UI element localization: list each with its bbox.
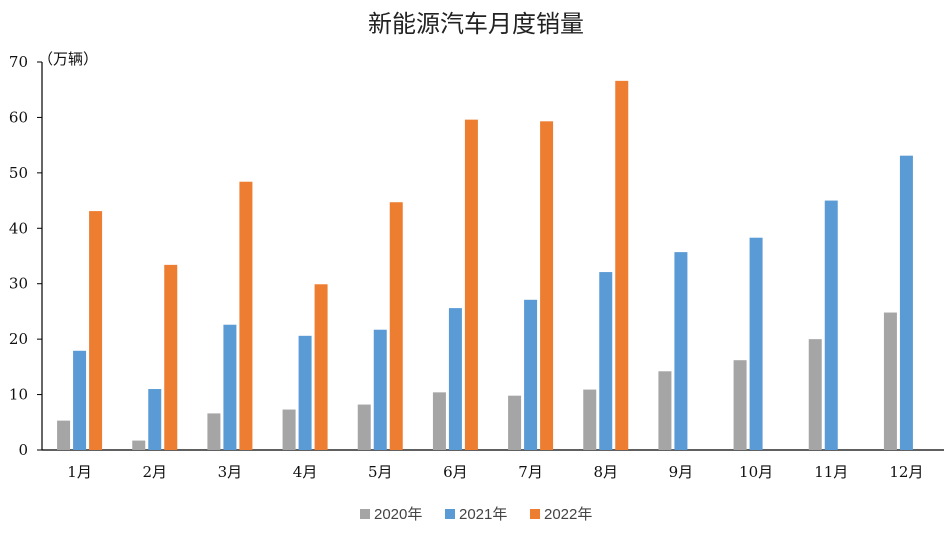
x-tick-label: 1月 — [67, 463, 92, 481]
bar-2022年-4月 — [314, 284, 328, 450]
legend-label: 2020年 — [374, 506, 422, 523]
legend-swatch — [530, 509, 540, 519]
x-tick-label: 5月 — [368, 463, 393, 481]
x-tick-label: 2月 — [142, 463, 167, 481]
x-axis: 1月 2月 3月 4月 5月 6月 7月 8月 9月 10月 11月 12月 — [67, 463, 923, 481]
x-tick-label: 10月 — [739, 463, 773, 481]
bar-2020年-1月 — [57, 420, 71, 450]
bar-2021年-10月 — [749, 237, 763, 450]
y-axis: 0 10 20 30 40 50 60 70 — [9, 53, 42, 459]
y-tick-label: 30 — [9, 275, 28, 293]
bar-2021年-9月 — [674, 252, 688, 450]
bar-2022年-3月 — [239, 181, 253, 450]
bar-2021年-7月 — [524, 299, 538, 450]
bar-2021年-8月 — [599, 272, 613, 450]
legend: 2020年 2021年 2022年 — [360, 506, 592, 523]
bar-2021年-2月 — [148, 389, 162, 450]
bar-2020年-3月 — [207, 413, 221, 450]
y-unit-label: （万辆） — [38, 50, 98, 68]
bar-2021年-6月 — [448, 308, 462, 450]
x-tick-label: 6月 — [443, 463, 468, 481]
y-tick-label: 50 — [9, 164, 28, 182]
bar-2020年-5月 — [357, 404, 371, 450]
bar-2021年-11月 — [824, 200, 838, 450]
chart-title: 新能源汽车月度销量 — [368, 10, 584, 38]
legend-label: 2021年 — [459, 506, 507, 523]
bar-2021年-4月 — [298, 335, 312, 450]
bar-2020年-10月 — [733, 360, 747, 450]
y-tick-label: 40 — [9, 219, 28, 237]
y-tick-label: 0 — [18, 441, 28, 459]
bar-2020年-6月 — [432, 392, 446, 450]
x-tick-label: 11月 — [814, 463, 848, 481]
bar-2020年-11月 — [808, 339, 822, 450]
bar-2022年-6月 — [464, 119, 478, 450]
x-tick-label: 9月 — [669, 463, 694, 481]
bar-2020年-7月 — [508, 395, 522, 450]
x-tick-label: 8月 — [593, 463, 618, 481]
bar-2021年-5月 — [373, 329, 387, 450]
y-tick-label: 60 — [9, 108, 28, 126]
y-tick-label: 70 — [9, 53, 28, 71]
x-tick-label: 4月 — [293, 463, 318, 481]
bar-2022年-1月 — [89, 211, 103, 450]
bar-2022年-5月 — [389, 202, 403, 450]
bar-2022年-2月 — [164, 264, 178, 450]
bar-2020年-4月 — [282, 409, 296, 450]
x-tick-label: 7月 — [518, 463, 543, 481]
x-tick-label: 12月 — [889, 463, 923, 481]
bar-2022年-7月 — [540, 121, 554, 451]
bar-2020年-8月 — [583, 389, 597, 450]
x-tick-label: 3月 — [218, 463, 243, 481]
legend-label: 2022年 — [544, 506, 592, 523]
legend-swatch — [445, 509, 455, 519]
bars — [57, 80, 913, 451]
bar-2020年-2月 — [132, 440, 146, 450]
y-tick-label: 20 — [9, 330, 28, 348]
y-tick-label: 10 — [9, 386, 28, 404]
bar-2020年-12月 — [883, 312, 897, 450]
bar-2021年-12月 — [899, 155, 913, 450]
bar-2021年-1月 — [73, 350, 87, 450]
legend-swatch — [360, 509, 370, 519]
bar-2022年-8月 — [615, 80, 629, 451]
bar-2021年-3月 — [223, 324, 237, 450]
bar-2020年-9月 — [658, 371, 672, 450]
